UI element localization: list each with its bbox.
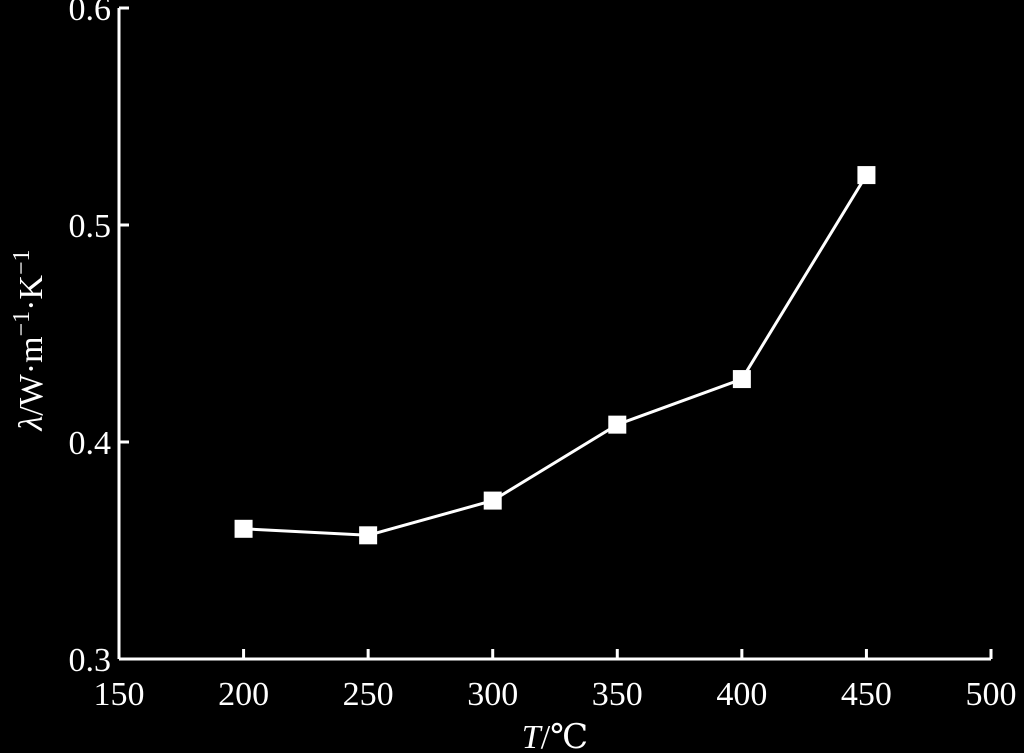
y-axis-exponent-1: −1: [9, 311, 35, 337]
data-point-marker: [234, 519, 253, 538]
y-axis-exponent-2: −1: [9, 249, 35, 275]
y-tick-label: 0.3: [69, 642, 112, 679]
y-axis-title: λ/W·m−1·K−1: [9, 249, 50, 431]
series-line: [243, 174, 868, 537]
x-tick-label: 150: [94, 676, 145, 713]
x-ticks: 150 200 250 300 350 400 450 500: [94, 649, 1017, 713]
x-tick-label: 500: [966, 676, 1017, 713]
y-axis-unit: /W·m: [13, 336, 50, 415]
y-tick-label: 0.6: [69, 0, 112, 28]
x-axis-unit: /℃: [541, 719, 588, 753]
x-tick-label: 250: [343, 676, 394, 713]
x-tick-label: 200: [218, 676, 269, 713]
x-axis-variable: T: [522, 719, 543, 753]
y-axis-variable: λ: [13, 416, 50, 432]
y-ticks: 0.3 0.4 0.5 0.6: [69, 0, 129, 679]
x-tick-label: 350: [592, 676, 643, 713]
data-point-marker: [857, 166, 876, 185]
data-point-marker: [483, 491, 502, 510]
data-point-marker: [608, 415, 627, 434]
x-tick-label: 400: [716, 676, 767, 713]
x-tick-label: 450: [841, 676, 892, 713]
axes: [117, 8, 991, 661]
x-axis-title: T/℃: [522, 719, 588, 753]
data-point-marker: [732, 370, 751, 389]
y-tick-label: 0.5: [69, 208, 112, 245]
series-thermal-conductivity: [234, 166, 876, 545]
y-tick-label: 0.4: [69, 425, 112, 462]
data-point-marker: [359, 526, 378, 545]
x-tick-label: 300: [467, 676, 518, 713]
y-axis-unit-k: ·K: [13, 275, 50, 311]
